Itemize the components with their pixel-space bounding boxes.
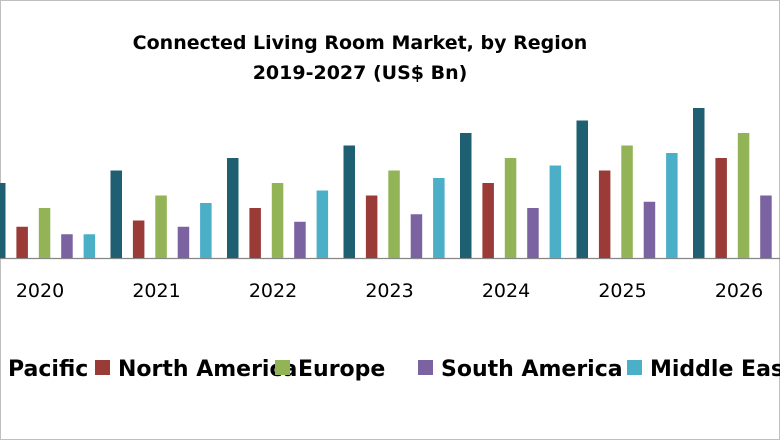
bar-south-america-2025	[643, 201, 656, 258]
chart-title: Connected Living Room Market, by Region …	[60, 28, 660, 88]
bar-asia-pacific-2022	[227, 158, 239, 258]
bar-middle-east-2023	[433, 178, 445, 258]
legend-swatch	[275, 360, 290, 375]
legend-swatch	[627, 360, 642, 375]
bar-south-america-2026	[760, 195, 772, 258]
bar-middle-east-2021	[200, 203, 212, 258]
bar-south-america-2022	[294, 221, 306, 258]
bar-asia-pacific-2025	[576, 120, 588, 258]
bar-asia-pacific-2024	[460, 133, 472, 258]
bar-north-america-2025	[598, 170, 611, 258]
x-tick-label: 2026	[715, 280, 763, 302]
legend-swatch	[95, 360, 110, 375]
x-tick-label: 2023	[365, 280, 413, 302]
bar-europe-2024	[504, 158, 517, 258]
legend-label: South America	[441, 357, 623, 382]
bar-asia-pacific-2020	[0, 183, 6, 258]
chart-legend: Pacific North America Europe South America M…	[8, 357, 780, 382]
bar-middle-east-2020	[83, 234, 96, 258]
bar-north-america-2020	[16, 226, 28, 258]
bar-middle-east-2022	[316, 190, 329, 258]
x-tick-label: 2022	[249, 280, 297, 302]
bar-europe-2023	[388, 170, 400, 258]
bar-asia-pacific-2023	[343, 145, 355, 258]
bar-asia-pacific-2021	[110, 170, 122, 258]
x-tick-label: 2024	[482, 280, 530, 302]
bar-europe-2020	[38, 208, 51, 258]
bar-south-america-2021	[177, 226, 190, 258]
bar-europe-2026	[737, 133, 750, 258]
legend-label: Europe	[298, 357, 385, 382]
legend-label: Pacific	[8, 357, 88, 382]
chart-subtitle: 2019-2027 (US$ Bn)	[252, 62, 468, 84]
bar-europe-2021	[155, 195, 167, 258]
bar-north-america-2026	[715, 158, 727, 258]
bar-middle-east-2024	[549, 165, 562, 258]
bar-europe-2022	[271, 183, 284, 258]
legend-label: Middle East	[650, 357, 780, 382]
legend-swatch	[418, 360, 433, 375]
bar-middle-east-2025	[666, 153, 678, 258]
bar-europe-2025	[621, 145, 633, 258]
chart-title-line: Connected Living Room Market, by Region	[132, 32, 588, 54]
bar-north-america-2021	[132, 220, 145, 258]
x-tick-label: 2020	[16, 280, 64, 302]
bar-south-america-2024	[527, 208, 539, 258]
bar-north-america-2023	[365, 195, 378, 258]
bar-asia-pacific-2026	[693, 108, 705, 258]
bar-north-america-2022	[249, 208, 261, 258]
bar-north-america-2024	[482, 183, 494, 258]
bar-south-america-2023	[410, 214, 423, 258]
legend-label: North America	[118, 357, 297, 382]
x-tick-label: 2025	[598, 280, 646, 302]
bar-south-america-2020	[61, 234, 73, 258]
x-tick-label: 2021	[132, 280, 180, 302]
